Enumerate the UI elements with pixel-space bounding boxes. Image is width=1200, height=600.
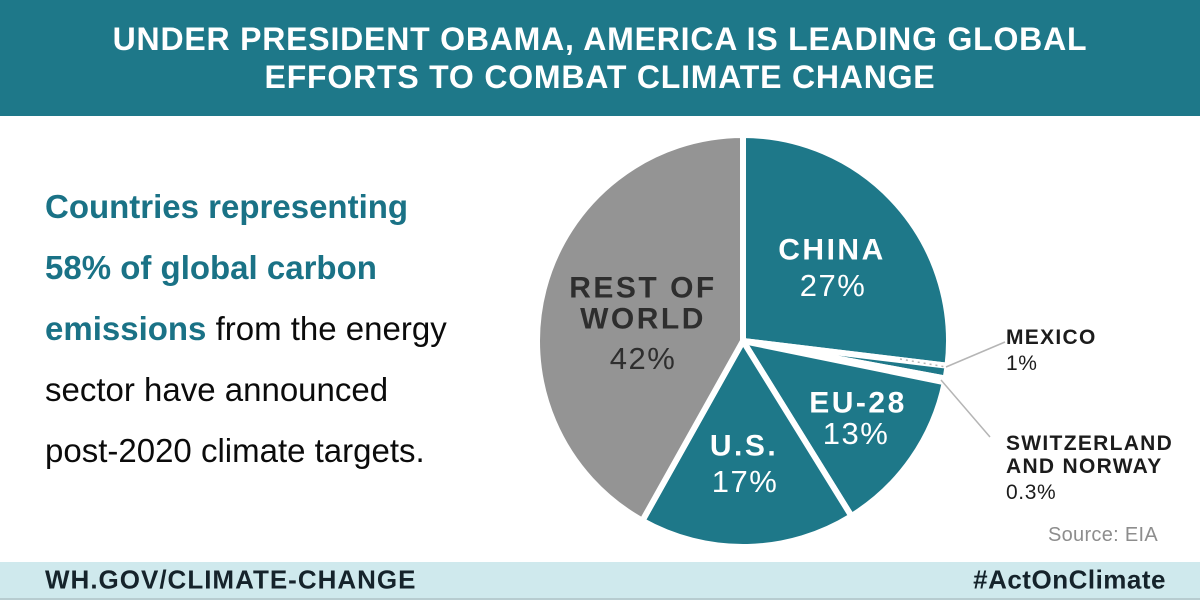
pie-slice-u-s-: [639, 338, 855, 550]
callout-switzerland-label-line2: AND NORWAY: [1006, 455, 1163, 478]
pie-label-us: U.S.: [709, 429, 779, 463]
header-title-line1: UNDER PRESIDENT OBAMA, AMERICA IS LEADIN…: [112, 21, 1088, 57]
footer-hashtag: #ActOnClimate: [973, 564, 1166, 595]
pie-pct-china: 27%: [799, 268, 867, 303]
callout-switzerland-pct: 0.3%: [1006, 481, 1057, 504]
intro-line4: sector have announced: [45, 371, 389, 408]
pie-label-china: CHINA: [778, 233, 886, 267]
pie-label-rest-of-world-line1: REST OF: [569, 271, 717, 305]
pie-slice-rest-of-world: [534, 132, 746, 524]
intro-line3-rest: from the energy: [215, 310, 447, 347]
footer-bar: WH.GOV/CLIMATE-CHANGE #ActOnClimate: [0, 562, 1200, 600]
callout-switzerland-norway: SWITZERLAND AND NORWAY 0.3%: [1006, 432, 1173, 505]
pie-slices: [534, 132, 952, 550]
callout-mexico-label: MEXICO: [1006, 326, 1097, 349]
pie-label-eu28: EU-28: [809, 386, 907, 420]
switzerland-leader-line: [940, 379, 991, 438]
source-note: Source: EIA: [1047, 524, 1158, 546]
callout-mexico: MEXICO 1%: [1006, 326, 1097, 376]
pie-pct-eu28: 13%: [822, 416, 890, 451]
mexico-leader-line: [945, 341, 1006, 368]
footer-url: WH.GOV/CLIMATE-CHANGE: [45, 564, 417, 595]
intro-paragraph: Countries representing 58% of global car…: [45, 176, 535, 481]
header-banner: UNDER PRESIDENT OBAMA, AMERICA IS LEADIN…: [0, 0, 1200, 116]
pie-pct-us: 17%: [711, 464, 779, 499]
header-title-line2: EFFORTS TO COMBAT CLIMATE CHANGE: [264, 59, 936, 95]
intro-line2: 58% of global carbon: [45, 249, 377, 286]
pie-label-rest-of-world-line2: WORLD: [580, 302, 706, 336]
mexico-leader-line-dashed: [899, 358, 947, 368]
intro-line3-highlight: emissions: [45, 310, 207, 347]
pie-slice-china: [740, 132, 952, 369]
callout-mexico-pct: 1%: [1006, 352, 1038, 375]
pie-pct-rest-of-world: 42%: [609, 341, 677, 376]
callout-switzerland-label-line1: SWITZERLAND: [1006, 432, 1174, 455]
intro-line5: post-2020 climate targets.: [45, 432, 425, 469]
pie-slice-eu-28: [740, 338, 948, 520]
intro-line1: Countries representing: [45, 188, 409, 225]
